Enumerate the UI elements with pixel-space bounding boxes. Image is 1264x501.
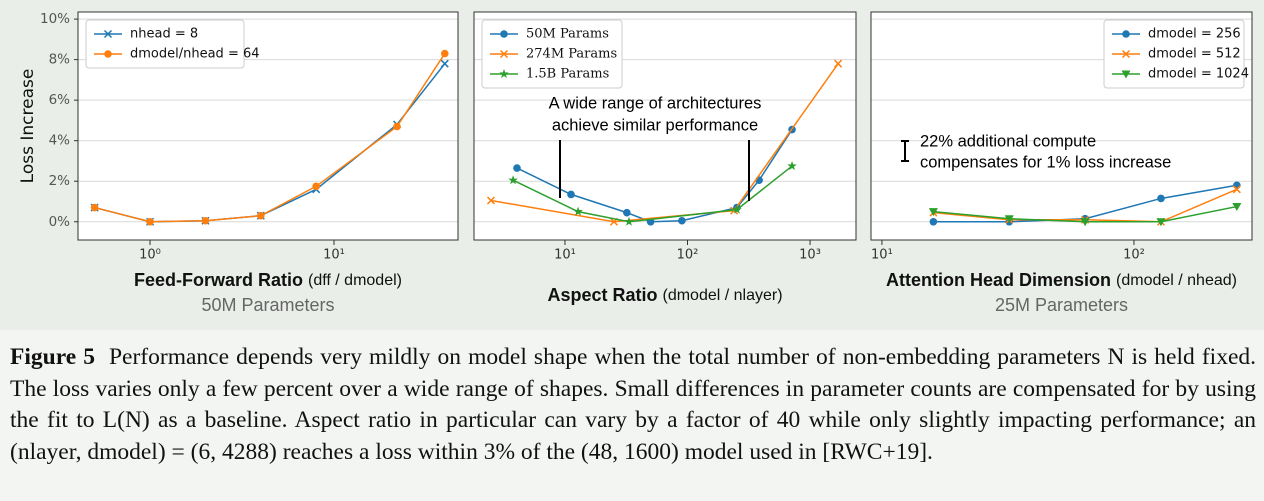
legend-label: dmodel = 512 [1148,47,1241,62]
y-axis-label: Loss Increase [18,69,38,184]
caption-text: Performance depends very mildly on model… [10,344,1256,465]
marker [678,216,686,225]
subtitle: 25M Parameters [995,295,1128,315]
marker [508,175,518,185]
marker [103,29,113,39]
y-tick-label: 6% [49,92,71,108]
marker [1122,30,1130,38]
marker [1080,218,1090,227]
x-axis-label: Feed-Forward Ratio (dff / dmodel) [134,270,402,290]
plot-frame [870,11,1253,241]
x-axis-label-name: Aspect Ratio [547,285,657,305]
x-axis-label-name: Attention Head Dimension [886,270,1111,290]
marker [104,50,112,58]
marker [623,208,631,217]
plot-frame [473,11,857,241]
legend-label: dmodel = 1024 [1148,67,1249,82]
x-tick-label: 10² [1123,248,1145,263]
marker [201,216,210,225]
marker [1004,215,1014,224]
x-tick-label: 10¹ [554,248,576,263]
legend-box [85,19,245,69]
marker [573,206,583,216]
marker [499,49,509,59]
marker [732,204,742,214]
marker [1121,70,1131,79]
x-axis-label-unit: (dmodel / nhead) [1116,272,1237,289]
marker [499,69,509,79]
marker [1121,49,1131,59]
marker [1157,194,1165,203]
series-line [516,129,793,223]
x-axis-label-unit: (dff / dmodel) [308,272,402,289]
caption-label: Figure 5 [10,344,95,370]
x-tick-label: 10² [677,248,699,263]
marker [1156,218,1166,227]
marker [834,59,843,68]
caption: Figure 5 Performance depends very mildly … [0,330,1264,501]
legend-label: dmodel/nhead = 64 [130,47,260,62]
x-axis-label: Aspect Ratio (dmodel / nlayer) [547,285,782,305]
marker [929,217,938,226]
annotation: compensates for 1% loss increase [920,153,1171,171]
annotation: 22% additional compute [920,132,1096,150]
plots: 0% 2% 4% 6% 8% 10% 10⁰ 10¹ nhead = 8 dmodel/nhead… [18,11,1253,315]
marker [256,211,265,220]
y-tick-label: 4% [49,133,71,149]
annotation: A wide range of architectures [549,94,762,112]
marker [90,203,99,212]
marker [146,217,154,226]
legend-label: dmodel = 256 [1148,27,1241,42]
marker [393,122,401,131]
marker [624,216,634,226]
y-tick-label: 10% [40,11,70,27]
legend-box [1103,19,1245,89]
marker [567,190,575,199]
marker [928,208,938,217]
legend-label: nhead = 8 [130,27,198,42]
subtitle: 50M Parameters [201,295,334,315]
legend-label: 1.5B Params [526,67,609,82]
marker [513,164,521,172]
legend-label: 50M Params [526,27,609,42]
marker [1232,185,1241,194]
y-tick-label: 0% [49,214,71,230]
x-tick-label: 10¹ [323,248,345,263]
marker [500,30,508,38]
x-tick-label: 10³ [799,248,821,263]
x-axis-label-name: Feed-Forward Ratio [134,270,303,290]
x-axis-label-unit: (dmodel / nlayer) [662,287,782,304]
marker [787,161,797,171]
annotation-brackets [559,140,909,201]
marker [312,182,320,191]
x-axis-label: Attention Head Dimension (dmodel / nhead) [886,270,1237,290]
x-tick-label: 10⁰ [139,248,161,263]
legend-label: 274M Params [526,47,617,62]
annotation: achieve similar performance [552,116,758,134]
x-tick-label: 10¹ [871,248,893,263]
figure: 0% 2% 4% 6% 8% 10% 10⁰ 10¹ nhead = 8 dmodel/nhead… [18,11,1253,315]
legend-box [481,19,623,89]
marker [486,196,496,205]
marker [440,59,449,68]
marker [1232,203,1242,212]
y-tick-label: 8% [49,52,71,68]
marker [440,49,449,58]
marker [1233,181,1241,190]
y-tick-label: 2% [49,173,71,189]
plot-frame [77,11,459,241]
